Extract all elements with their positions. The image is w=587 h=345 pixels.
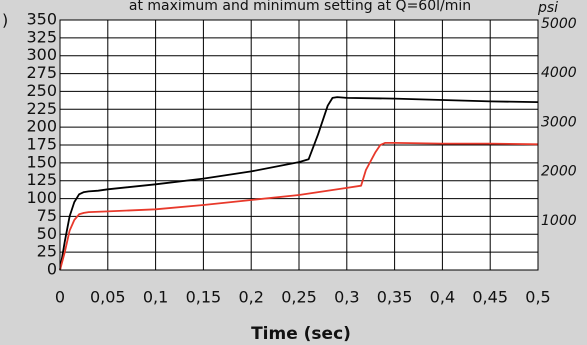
y-tick-label: 25 <box>37 242 57 261</box>
x-tick-label: 0,2 <box>238 288 263 307</box>
x-axis-label: Time (sec) <box>251 324 351 344</box>
y-tick-label: 0 <box>47 260 57 279</box>
grid-lines <box>60 20 538 270</box>
series-line-1 <box>59 96 539 271</box>
axis-tick-labels: 0255075100125150175200225250275300325350… <box>26 10 576 307</box>
x-tick-label: 0,5 <box>525 288 550 307</box>
y-tick-label: 300 <box>26 45 57 64</box>
secondary-axis-unit: psi <box>537 0 558 16</box>
secondary-y-tick-label: 4000 <box>541 65 577 81</box>
secondary-y-tick-label: 3000 <box>541 114 577 130</box>
y-tick-label: 350 <box>26 10 57 29</box>
y-tick-label: 250 <box>26 81 57 100</box>
x-tick-label: 0,4 <box>430 288 455 307</box>
y-tick-label: 325 <box>26 27 57 46</box>
x-tick-label: 0,1 <box>143 288 168 307</box>
x-tick-label: 0,45 <box>472 288 508 307</box>
y-tick-label: 50 <box>37 224 57 243</box>
y-tick-label: 200 <box>26 117 57 136</box>
x-tick-label: 0,15 <box>186 288 222 307</box>
secondary-y-tick-label: 1000 <box>541 213 577 229</box>
x-tick-label: 0,25 <box>281 288 317 307</box>
x-tick-label: 0,3 <box>334 288 359 307</box>
y-tick-label: 125 <box>26 170 57 189</box>
y-tick-label: 275 <box>26 63 57 82</box>
x-tick-label: 0,35 <box>377 288 413 307</box>
y-tick-label: 225 <box>26 99 57 118</box>
x-tick-label: 0 <box>55 288 65 307</box>
data-series <box>59 96 539 271</box>
chart-title: at maximum and minimum setting at Q=60l/… <box>129 0 471 14</box>
secondary-y-tick-label: 5000 <box>541 16 577 32</box>
panel-label: ) <box>2 11 8 30</box>
plot-border <box>59 19 539 271</box>
y-tick-label: 75 <box>37 206 57 225</box>
x-tick-label: 0,05 <box>90 288 126 307</box>
y-tick-label: 100 <box>26 188 57 207</box>
secondary-y-tick-label: 2000 <box>541 164 577 180</box>
series-line-2 <box>59 141 539 271</box>
y-tick-label: 175 <box>26 135 57 154</box>
y-tick-label: 150 <box>26 152 57 171</box>
